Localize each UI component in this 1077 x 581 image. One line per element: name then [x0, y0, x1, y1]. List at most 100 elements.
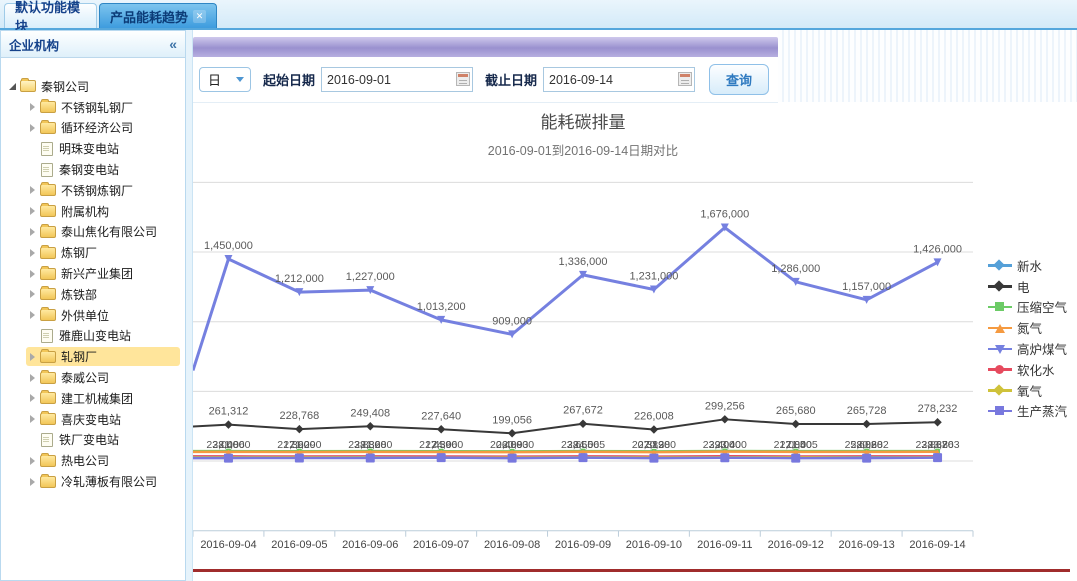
tree-item-body[interactable]: 建工机械集团: [26, 389, 180, 408]
folder-icon: [40, 203, 56, 218]
tree-item-body[interactable]: 炼钢厂: [26, 243, 180, 262]
chevron-down-icon: [236, 77, 244, 82]
collapsed-triangle-icon[interactable]: [30, 477, 35, 486]
tree-item[interactable]: 秦钢变电站: [1, 159, 185, 180]
tree-item[interactable]: 明珠变电站: [1, 138, 185, 159]
tree-item[interactable]: 秦钢公司: [1, 76, 185, 97]
collapsed-triangle-icon[interactable]: [30, 227, 35, 236]
folder-icon: [40, 452, 56, 467]
folder-icon: [40, 265, 56, 280]
tree-item[interactable]: 炼铁部: [1, 284, 185, 305]
collapsed-triangle-icon[interactable]: [30, 456, 35, 465]
legend-item-新水[interactable]: 新水: [988, 255, 1067, 276]
tree-item[interactable]: 外供单位: [1, 305, 185, 326]
end-date-input[interactable]: [543, 67, 696, 92]
svg-text:226,008: 226,008: [634, 411, 674, 423]
tree-item-body[interactable]: 泰山焦化有限公司: [26, 222, 180, 241]
tree-item[interactable]: 建工机械集团: [1, 388, 185, 409]
x-axis: [193, 530, 974, 537]
tree-item-body[interactable]: 热电公司: [26, 451, 180, 470]
tree-item-body[interactable]: 铁厂变电站: [26, 430, 180, 449]
collapsed-triangle-icon[interactable]: [30, 269, 35, 278]
folder-icon: [40, 348, 56, 363]
tree-item-selected[interactable]: 轧钢厂: [26, 347, 180, 367]
tree-item[interactable]: 铁厂变电站: [1, 430, 185, 451]
query-button[interactable]: 查询: [709, 64, 770, 95]
collapsed-triangle-icon[interactable]: [30, 248, 35, 257]
tree-item[interactable]: 雅鹿山变电站: [1, 326, 185, 347]
legend-item-氧气[interactable]: 氧气: [988, 380, 1067, 401]
svg-text:28,560: 28,560: [567, 439, 599, 451]
tree-item-body[interactable]: 炼铁部: [26, 285, 180, 304]
tree-item-body[interactable]: 秦钢公司: [6, 77, 180, 96]
start-date-input[interactable]: [321, 67, 474, 92]
folder-icon: [40, 390, 56, 405]
tree-item[interactable]: 热电公司: [1, 450, 185, 471]
tree-item-body[interactable]: 雅鹿山变电站: [26, 326, 180, 345]
tree-item-body[interactable]: 不锈钢轧钢厂: [26, 98, 180, 117]
tree-item[interactable]: 泰山焦化有限公司: [1, 222, 185, 243]
tree-item-body[interactable]: 不锈钢炼钢厂: [26, 181, 180, 200]
collapsed-triangle-icon[interactable]: [30, 123, 35, 132]
tree-item[interactable]: 喜庆变电站: [1, 409, 185, 430]
tree-item[interactable]: 不锈钢轧钢厂: [1, 97, 185, 118]
legend-item-高炉煤气[interactable]: 高炉煤气: [988, 338, 1067, 359]
tree-item[interactable]: 泰威公司: [1, 367, 185, 388]
tree-item-body[interactable]: 明珠变电站: [26, 139, 180, 158]
legend-item-压缩空气[interactable]: 压缩空气: [988, 297, 1067, 318]
sidebar-header: 企业机构 «: [1, 31, 185, 58]
svg-text:27,360: 27,360: [425, 439, 457, 451]
tree-item[interactable]: 冷轧薄板有限公司: [1, 471, 185, 492]
tree-item-body[interactable]: 外供单位: [26, 306, 180, 325]
svg-text:265,728: 265,728: [847, 405, 887, 417]
collapse-panel-icon[interactable]: «: [169, 36, 177, 52]
calendar-icon[interactable]: [678, 72, 693, 86]
tree-item-body[interactable]: 喜庆变电站: [26, 410, 180, 429]
tab-default-module[interactable]: 默认功能模块: [4, 0, 97, 34]
tab-energy-trend[interactable]: 产品能耗趋势 ✕: [99, 3, 217, 28]
tree-item-body[interactable]: 循环经济公司: [26, 118, 180, 137]
tree-item[interactable]: 循环经济公司: [1, 118, 185, 139]
series-高炉煤气: 1,450,000 1,212,000 1,227,000 1,013,200 909,…: [193, 209, 962, 371]
collapsed-triangle-icon[interactable]: [30, 103, 35, 112]
tab-close-icon[interactable]: ✕: [193, 9, 206, 23]
folder-icon: [40, 244, 56, 259]
panel-splitter[interactable]: [186, 30, 193, 581]
svg-text:27,600: 27,600: [283, 439, 315, 451]
tree-item-body[interactable]: 附属机构: [26, 202, 180, 221]
svg-text:21,680: 21,680: [360, 439, 392, 451]
collapsed-triangle-icon[interactable]: [30, 290, 35, 299]
collapsed-triangle-icon[interactable]: [30, 373, 35, 382]
tree-item[interactable]: 不锈钢炼钢厂: [1, 180, 185, 201]
tree-item[interactable]: 轧钢厂: [1, 346, 185, 367]
tree-item-body[interactable]: 新兴产业集团: [26, 264, 180, 283]
svg-text:23,863: 23,863: [927, 439, 959, 451]
svg-text:23,040: 23,040: [206, 439, 238, 451]
collapsed-triangle-icon[interactable]: [30, 352, 35, 361]
period-select[interactable]: 日: [199, 67, 251, 92]
svg-text:909,000: 909,000: [492, 315, 532, 327]
tree-item[interactable]: 炼钢厂: [1, 242, 185, 263]
svg-text:20,380: 20,380: [644, 439, 676, 451]
tree-item-body[interactable]: 冷轧薄板有限公司: [26, 472, 180, 491]
legend-item-生产蒸汽[interactable]: 生产蒸汽: [988, 401, 1067, 422]
tree-item[interactable]: 新兴产业集团: [1, 263, 185, 284]
collapsed-triangle-icon[interactable]: [30, 415, 35, 424]
collapsed-triangle-icon[interactable]: [30, 186, 35, 195]
collapsed-triangle-icon[interactable]: [30, 207, 35, 216]
tree-item-body[interactable]: 秦钢变电站: [26, 160, 180, 179]
legend-item-电[interactable]: 电: [988, 276, 1067, 297]
svg-text:20,930: 20,930: [502, 439, 534, 451]
tree-item-body[interactable]: 泰威公司: [26, 368, 180, 387]
series-生产蒸汽: 21,060 21,290 21,680 24,060 20,930 24,065 20,3…: [193, 439, 960, 463]
expanded-triangle-icon[interactable]: [9, 82, 16, 90]
collapsed-triangle-icon[interactable]: [30, 311, 35, 320]
calendar-icon[interactable]: [456, 72, 471, 86]
svg-text:2016-09-13: 2016-09-13: [838, 539, 894, 551]
tree-item[interactable]: 附属机构: [1, 201, 185, 222]
collapsed-triangle-icon[interactable]: [30, 394, 35, 403]
legend-item-软化水[interactable]: 软化水: [988, 359, 1067, 380]
legend-label: 生产蒸汽: [1017, 405, 1068, 420]
legend-item-氮气[interactable]: 氮气: [988, 317, 1067, 338]
